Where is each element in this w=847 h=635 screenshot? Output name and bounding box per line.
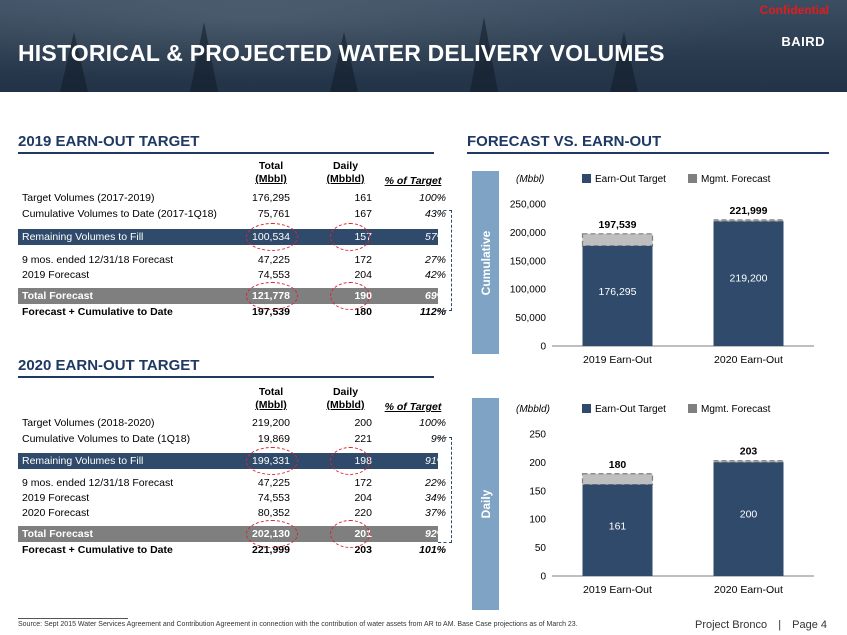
forecast-rule — [467, 152, 829, 154]
header-total: Total (Mbbl) — [255, 160, 287, 185]
legend-label-target: Earn-Out Target — [595, 404, 666, 415]
highlight-circle — [246, 520, 298, 548]
y-tick-label: 250 — [529, 430, 546, 441]
x-category-label: 2019 Earn-Out — [583, 584, 652, 596]
highlight-circle — [246, 282, 298, 310]
x-category-label: 2020 Earn-Out — [714, 354, 783, 366]
table-row-remaining: Remaining Volumes to Fill 100,534 157 57% — [18, 229, 446, 245]
y-tick-label: 150 — [529, 486, 546, 497]
table-row: 9 mos. ended 12/31/18 Forecast 47,225 172 2… — [22, 254, 446, 266]
y-tick-label: 150,000 — [510, 256, 547, 267]
table-row: 2020 Forecast 80,352 220 37% — [22, 507, 446, 519]
forecast-bar — [581, 233, 654, 247]
footer-separator: | — [778, 619, 782, 631]
confidential-label: Confidential — [759, 3, 829, 17]
legend-swatch-forecast — [688, 174, 697, 183]
target-bar — [582, 245, 653, 346]
table-row-forecast-cumulative: Forecast + Cumulative to Date 221,999 203 1… — [22, 544, 446, 556]
legend-swatch-target — [582, 174, 591, 183]
forecast-bar — [712, 219, 785, 223]
table-row: 2019 Forecast 74,553 204 42% — [22, 269, 446, 281]
highlight-circle — [246, 223, 298, 251]
project-name: Project Bronco — [694, 619, 768, 631]
target-bar — [713, 462, 784, 576]
header-total: Total (Mbbl) — [255, 386, 287, 411]
forecast-data-label: 221,999 — [730, 205, 768, 217]
y-tick-label: 200 — [529, 458, 546, 469]
forecast-data-label: 197,539 — [599, 219, 637, 231]
target-data-label: 200 — [740, 509, 758, 521]
y-tick-label: 250,000 — [510, 200, 547, 211]
table-row-remaining: Remaining Volumes to Fill 199,331 198 91% — [18, 453, 446, 469]
footer-rule — [18, 618, 128, 619]
y-axis-label: (Mbbld) — [516, 404, 550, 415]
section-2019-rule — [18, 152, 434, 154]
page-title: HISTORICAL & PROJECTED WATER DELIVERY VO… — [18, 40, 665, 66]
y-tick-label: 0 — [540, 572, 546, 583]
y-axis-label: (Mbbl) — [516, 174, 544, 185]
forecast-data-label: 180 — [609, 459, 627, 471]
table-row-total-forecast: Total Forecast 202,130 201 92% — [18, 526, 446, 542]
highlight-circle — [330, 520, 370, 548]
header-pct: % of Target — [384, 175, 442, 187]
x-category-label: 2019 Earn-Out — [583, 354, 652, 366]
table-row: 2019 Forecast 74,553 204 34% — [22, 492, 446, 504]
legend-label-forecast: Mgmt. Forecast — [701, 404, 771, 415]
page-footer: Project Bronco | Page 4 — [695, 619, 827, 631]
forecast-title: FORECAST VS. EARN-OUT — [467, 133, 662, 150]
target-data-label: 219,200 — [730, 273, 768, 285]
header-banner: HISTORICAL & PROJECTED WATER DELIVERY VO… — [0, 0, 847, 92]
bracket-connector — [438, 437, 452, 543]
legend-swatch-forecast — [688, 404, 697, 413]
legend-swatch-target — [582, 404, 591, 413]
forecast-bar — [581, 473, 654, 486]
table-row: Target Volumes (2018-2020) 219,200 200 100% — [22, 417, 446, 429]
section-2020-title: 2020 EARN-OUT TARGET — [18, 357, 200, 374]
table-row: Target Volumes (2017-2019) 176,295 161 100% — [22, 192, 446, 204]
baird-logo: BAIRD — [781, 34, 825, 49]
table-row: Cumulative Volumes to Date (2017-1Q18) 75… — [22, 208, 446, 220]
y-tick-label: 0 — [540, 342, 546, 353]
table-row: 9 mos. ended 12/31/18 Forecast 47,225 172 2… — [22, 477, 446, 489]
highlight-circle — [246, 447, 298, 475]
y-tick-label: 50 — [535, 543, 547, 554]
section-2020-rule — [18, 376, 434, 378]
table-row-total-forecast: Total Forecast 121,778 190 69% — [18, 288, 446, 304]
header-daily: Daily (Mbbld) — [326, 386, 365, 411]
page-number: Page 4 — [792, 619, 827, 631]
y-tick-label: 100 — [529, 515, 546, 526]
forecast-data-label: 203 — [740, 446, 758, 458]
table-row: Cumulative Volumes to Date (1Q18) 19,869 2… — [22, 433, 446, 445]
source-note: Source: Sept 2015 Water Services Agreeme… — [18, 621, 578, 628]
forecast-bar — [712, 460, 785, 463]
tab-daily: Daily — [472, 398, 499, 610]
target-data-label: 176,295 — [599, 286, 637, 298]
legend-label-target: Earn-Out Target — [595, 174, 666, 185]
header-daily: Daily (Mbbld) — [326, 160, 365, 185]
section-2019-title: 2019 EARN-OUT TARGET — [18, 133, 200, 150]
y-tick-label: 100,000 — [510, 285, 547, 296]
target-bar — [582, 484, 653, 576]
table-2020: Total (Mbbl) Daily (Mbbld) % of Target T… — [18, 386, 446, 561]
bracket-connector — [438, 210, 452, 311]
table-row-forecast-cumulative: Forecast + Cumulative to Date 197,539 180 1… — [22, 306, 446, 318]
highlight-circle — [330, 447, 370, 475]
x-category-label: 2020 Earn-Out — [714, 584, 783, 596]
highlight-circle — [330, 223, 370, 251]
target-bar — [713, 221, 784, 346]
highlight-circle — [330, 282, 370, 310]
cumulative-chart: (Mbbl) Earn-Out Target Mgmt. Forecast 0 50,0… — [510, 174, 814, 366]
target-data-label: 161 — [609, 521, 627, 533]
header-pct: % of Target — [384, 401, 442, 413]
y-tick-label: 50,000 — [515, 313, 546, 324]
legend-label-forecast: Mgmt. Forecast — [701, 174, 771, 185]
daily-chart: (Mbbld) Earn-Out Target Mgmt. Forecast 0 50 1… — [516, 404, 814, 596]
y-tick-label: 200,000 — [510, 228, 547, 239]
tab-cumulative: Cumulative — [472, 171, 499, 354]
table-2019: Total (Mbbl) Daily (Mbbld) % of Target T… — [18, 160, 446, 330]
